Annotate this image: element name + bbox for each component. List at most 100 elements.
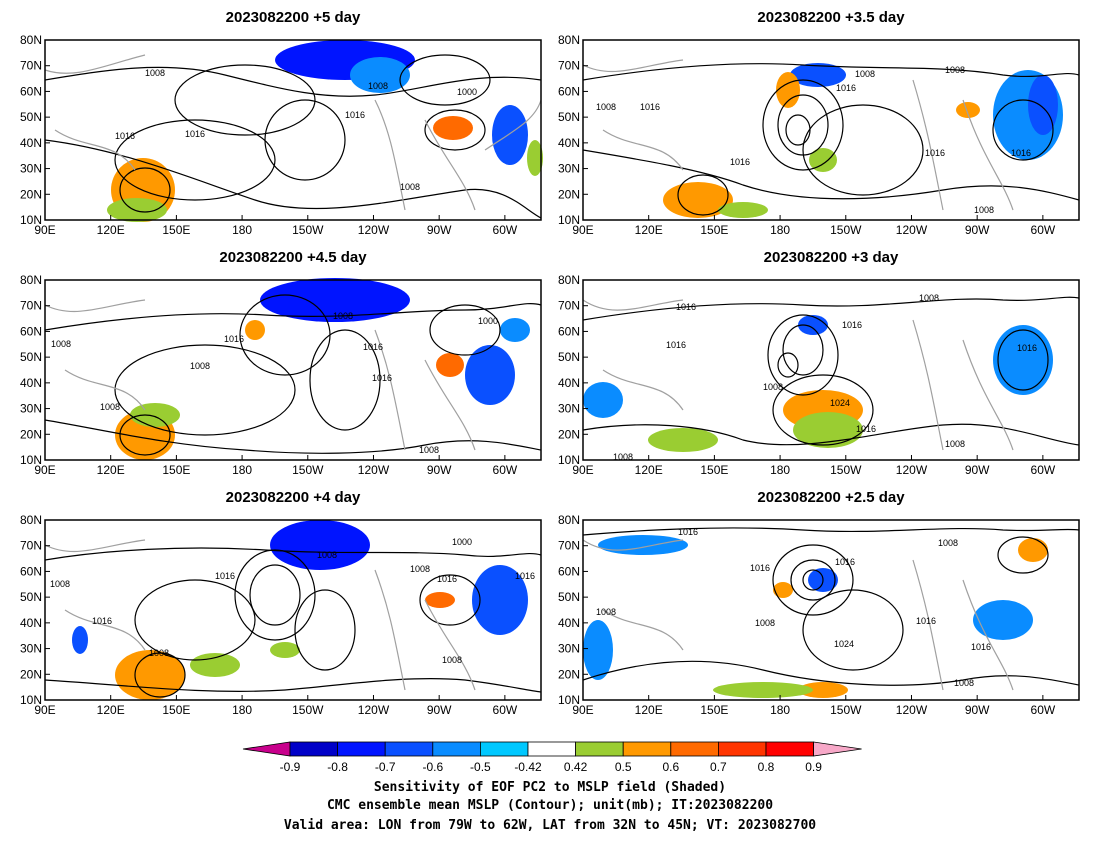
positive-sensitivity-shading [798, 682, 848, 698]
lat-tick-label: 40N [558, 376, 580, 390]
colorbar: -0.9 -0.8 -0.7 -0.6 -0.5 -0.42 0.42 0.5 0.6 0.7 0.… [242, 741, 862, 774]
footer-line-1: Sensitivity of EOF PC2 to MSLP field (Sh… [374, 780, 726, 795]
lon-tick-label: 90E [572, 463, 593, 477]
mslp-contours [582, 296, 1080, 446]
map-panel-plus-2-5-day: 2023082200 +2.5 day 1016 1008 1016 [558, 489, 1080, 717]
lat-tick-label: 60N [558, 564, 580, 578]
lat-tick-label: 30N [558, 162, 580, 176]
contour-label: 1008 [919, 293, 939, 303]
lat-tick-label: 10N [558, 693, 580, 707]
lon-tick-label: 90E [34, 463, 55, 477]
map-panel-plus-4-5-day: 2023082200 +4.5 day 1008 1016 1008 [20, 249, 542, 477]
contour-label: 1008 [938, 538, 958, 548]
lon-tick-label: 150W [830, 463, 862, 477]
lat-tick-label: 20N [558, 187, 580, 201]
lon-tick-label: 90E [34, 703, 55, 717]
lon-tick-label: 90W [427, 703, 452, 717]
positive-sensitivity-shading [425, 592, 455, 608]
lat-tick-label: 80N [20, 513, 42, 527]
lon-tick-label: 180 [770, 223, 790, 237]
contour-label: 1016 [224, 334, 244, 344]
positive-sensitivity-shading [190, 653, 240, 677]
lon-tick-label: 90W [965, 463, 990, 477]
contour-label: 1008 [855, 69, 875, 79]
colorbar-tick-label: 0.7 [710, 760, 727, 774]
lon-tick-label: 120E [635, 703, 663, 717]
colorbar-tick-label: -0.42 [514, 760, 542, 774]
lat-tick-label: 50N [20, 110, 42, 124]
negative-sensitivity-shading [583, 382, 623, 418]
contour-labels: 1016 1008 1016 1016 1008 1008 1024 1016 … [596, 527, 991, 688]
contour-label: 1008 [100, 402, 120, 412]
contour-label: 1016 [730, 157, 750, 167]
lat-tick-label: 80N [20, 33, 42, 47]
longitude-axis: 90E 120E 150E 180 150W 120W 90W 60W [34, 695, 518, 717]
colorbar-segment [337, 741, 386, 757]
lon-tick-label: 120W [896, 463, 928, 477]
contour-label: 1008 [954, 678, 974, 688]
coastlines [582, 299, 1014, 451]
contour-label: 1016 [92, 616, 112, 626]
positive-sensitivity-shading [115, 650, 185, 700]
contour-label: 1016 [1017, 343, 1037, 353]
lon-tick-label: 180 [232, 223, 252, 237]
contour-label: 1008 [945, 439, 965, 449]
lon-tick-label: 60W [1031, 223, 1056, 237]
negative-sensitivity-shading [1028, 75, 1058, 135]
lat-tick-label: 80N [20, 273, 42, 287]
lat-tick-label: 30N [20, 162, 42, 176]
panel-title: 2023082200 +4 day [226, 489, 361, 506]
colorbar-segment [527, 741, 576, 757]
lon-tick-label: 180 [770, 463, 790, 477]
colorbar-segment [718, 741, 767, 757]
colorbar-tick-label: 0.5 [615, 760, 632, 774]
map-panel-plus-5-day: 2023082200 +5 day 1008 1008 1000 [20, 9, 543, 237]
negative-sensitivity-shading [790, 63, 846, 87]
positive-sensitivity-shading [436, 353, 464, 377]
colorbar-tick-label: -0.6 [422, 760, 443, 774]
lat-tick-label: 70N [558, 539, 580, 553]
contour-label: 1016 [215, 571, 235, 581]
coastlines [44, 54, 542, 211]
lat-tick-label: 20N [20, 187, 42, 201]
lat-tick-label: 80N [558, 273, 580, 287]
lat-tick-label: 50N [558, 110, 580, 124]
contour-label: 1016 [437, 574, 457, 584]
negative-sensitivity-shading [72, 626, 88, 654]
lat-tick-label: 70N [20, 59, 42, 73]
contour-labels: 1008 1008 1016 1008 1016 1016 1016 1016 … [596, 65, 1031, 215]
lat-tick-label: 40N [558, 616, 580, 630]
lat-tick-label: 40N [558, 136, 580, 150]
contour-label: 1016 [925, 148, 945, 158]
map-panel-plus-3-5-day: 2023082200 +3.5 day 1008 1008 [558, 9, 1080, 237]
contour-label: 1016 [115, 131, 135, 141]
lat-tick-label: 80N [558, 33, 580, 47]
positive-sensitivity-shading [1018, 538, 1048, 562]
map-panel-plus-3-day: 2023082200 +3 day 1008 1016 1016 1016 [558, 249, 1080, 477]
lon-tick-label: 120E [97, 703, 125, 717]
lon-tick-label: 150E [700, 703, 728, 717]
lat-tick-label: 10N [558, 213, 580, 227]
negative-sensitivity-shading [350, 57, 410, 93]
positive-sensitivity-shading [956, 102, 980, 118]
lat-tick-label: 60N [558, 324, 580, 338]
lon-tick-label: 60W [1031, 463, 1056, 477]
longitude-axis: 90E 120E 150E 180 150W 120W 90W 60W [572, 215, 1056, 237]
colorbar-tick-label: -0.7 [375, 760, 396, 774]
latitude-axis: 10N 20N 30N 40N 50N 60N 70N 80N [20, 513, 50, 707]
lat-tick-label: 70N [20, 299, 42, 313]
lat-tick-label: 30N [558, 402, 580, 416]
lat-tick-label: 10N [20, 213, 42, 227]
contour-labels: 1008 1000 1008 1016 1008 1016 1016 1016 … [50, 537, 535, 665]
lon-tick-label: 150W [292, 703, 324, 717]
lat-tick-label: 60N [20, 84, 42, 98]
contour-label: 1008 [51, 339, 71, 349]
coastlines [582, 59, 1014, 211]
longitude-axis: 90E 120E 150E 180 150W 120W 90W 60W [34, 455, 518, 477]
lon-tick-label: 150W [292, 223, 324, 237]
contour-label: 1016 [345, 110, 365, 120]
lat-tick-label: 50N [20, 590, 42, 604]
lon-tick-label: 90W [965, 223, 990, 237]
contour-labels: 1008 1016 1008 1000 1016 1008 1016 1008 … [51, 311, 498, 455]
colorbar-segment [479, 741, 529, 757]
